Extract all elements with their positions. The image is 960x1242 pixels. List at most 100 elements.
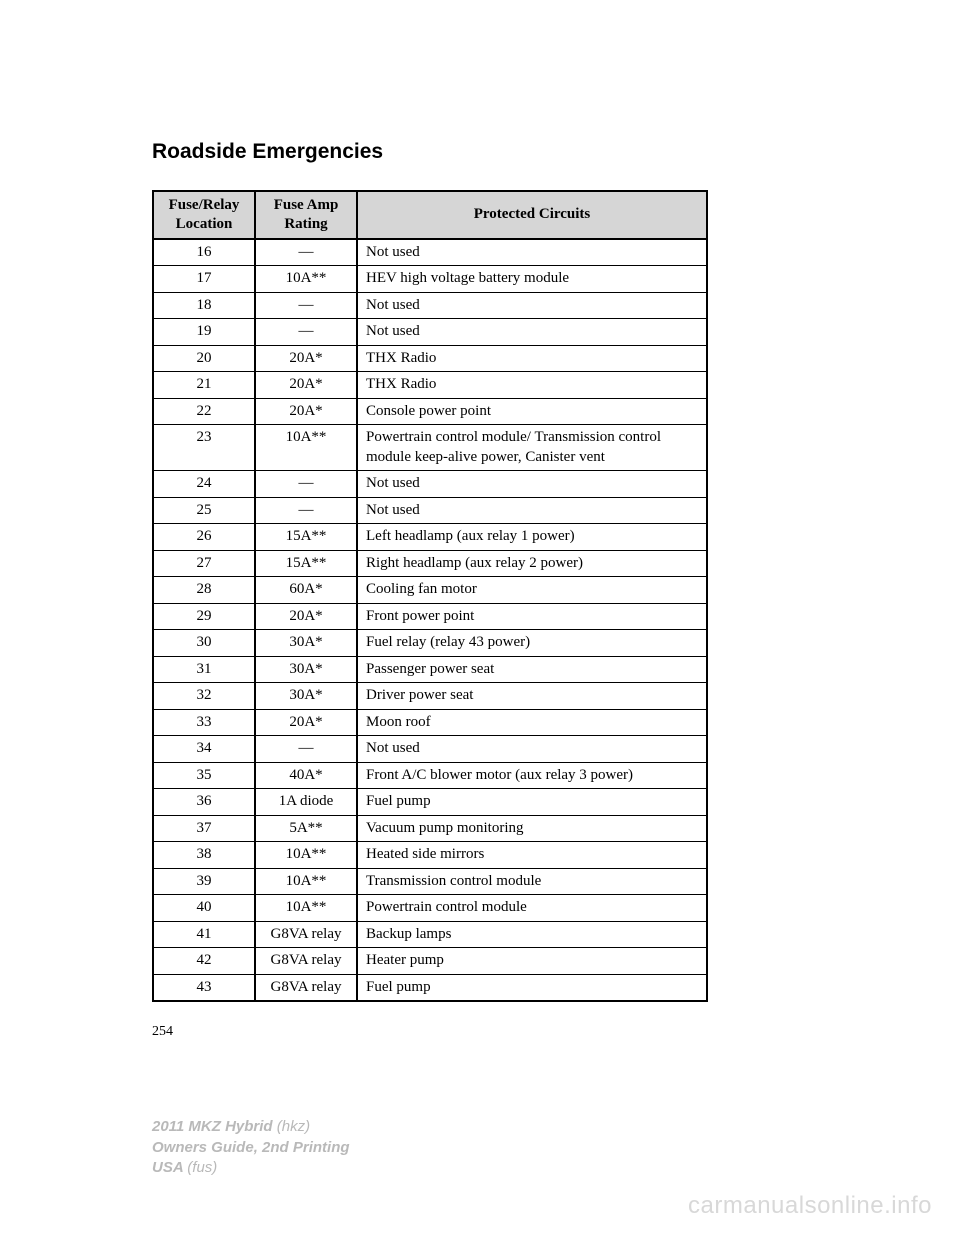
cell-description: Powertrain control module/ Transmission … <box>357 425 707 471</box>
watermark-text: carmanualsonline.info <box>688 1192 932 1220</box>
footer-block: 2011 MKZ Hybrid (hkz) Owners Guide, 2nd … <box>152 1117 350 1178</box>
cell-location: 21 <box>153 372 255 399</box>
cell-location: 38 <box>153 842 255 869</box>
footer-line-3: USA (fus) <box>152 1158 350 1178</box>
cell-amp: 20A* <box>255 345 357 372</box>
cell-description: Front A/C blower motor (aux relay 3 powe… <box>357 762 707 789</box>
table-row: 2715A**Right headlamp (aux relay 2 power… <box>153 550 707 577</box>
cell-amp: — <box>255 292 357 319</box>
table-row: 43G8VA relayFuel pump <box>153 974 707 1001</box>
fuse-table: Fuse/Relay Location Fuse Amp Rating Prot… <box>152 190 708 1002</box>
table-row: 2920A*Front power point <box>153 603 707 630</box>
table-row: 2860A*Cooling fan motor <box>153 577 707 604</box>
cell-description: Cooling fan motor <box>357 577 707 604</box>
cell-amp: 1A diode <box>255 789 357 816</box>
cell-description: Not used <box>357 319 707 346</box>
cell-description: Right headlamp (aux relay 2 power) <box>357 550 707 577</box>
cell-amp: 30A* <box>255 656 357 683</box>
cell-location: 35 <box>153 762 255 789</box>
cell-description: Transmission control module <box>357 868 707 895</box>
cell-description: HEV high voltage battery module <box>357 266 707 293</box>
table-row: 2020A*THX Radio <box>153 345 707 372</box>
cell-amp: 10A** <box>255 425 357 471</box>
cell-description: Heated side mirrors <box>357 842 707 869</box>
cell-description: Moon roof <box>357 709 707 736</box>
table-row: 3320A*Moon roof <box>153 709 707 736</box>
table-row: 2220A*Console power point <box>153 398 707 425</box>
cell-amp: 10A** <box>255 895 357 922</box>
cell-description: Backup lamps <box>357 921 707 948</box>
cell-amp: 20A* <box>255 398 357 425</box>
cell-description: Fuel relay (relay 43 power) <box>357 630 707 657</box>
page-number: 254 <box>152 1024 820 1040</box>
table-row: 3130A*Passenger power seat <box>153 656 707 683</box>
table-row: 25—Not used <box>153 497 707 524</box>
cell-location: 42 <box>153 948 255 975</box>
cell-description: Console power point <box>357 398 707 425</box>
cell-amp: 20A* <box>255 603 357 630</box>
table-row: 1710A**HEV high voltage battery module <box>153 266 707 293</box>
col-header-amp: Fuse Amp Rating <box>255 191 357 239</box>
cell-location: 25 <box>153 497 255 524</box>
cell-location: 39 <box>153 868 255 895</box>
table-row: 3540A*Front A/C blower motor (aux relay … <box>153 762 707 789</box>
table-row: 361A diodeFuel pump <box>153 789 707 816</box>
cell-amp: — <box>255 736 357 763</box>
cell-location: 33 <box>153 709 255 736</box>
page-content: Roadside Emergencies Fuse/Relay Location… <box>152 140 820 1040</box>
cell-location: 37 <box>153 815 255 842</box>
cell-amp: 15A** <box>255 524 357 551</box>
table-row: 3030A*Fuel relay (relay 43 power) <box>153 630 707 657</box>
cell-amp: — <box>255 239 357 266</box>
cell-location: 32 <box>153 683 255 710</box>
cell-location: 27 <box>153 550 255 577</box>
cell-amp: 20A* <box>255 372 357 399</box>
cell-amp: 10A** <box>255 868 357 895</box>
cell-description: Driver power seat <box>357 683 707 710</box>
cell-description: Left headlamp (aux relay 1 power) <box>357 524 707 551</box>
cell-description: Passenger power seat <box>357 656 707 683</box>
cell-amp: 5A** <box>255 815 357 842</box>
cell-amp: G8VA relay <box>255 921 357 948</box>
cell-amp: — <box>255 497 357 524</box>
cell-description: Not used <box>357 736 707 763</box>
table-row: 3810A**Heated side mirrors <box>153 842 707 869</box>
cell-description: Front power point <box>357 603 707 630</box>
cell-description: Fuel pump <box>357 789 707 816</box>
table-row: 19—Not used <box>153 319 707 346</box>
table-row: 3230A*Driver power seat <box>153 683 707 710</box>
cell-location: 23 <box>153 425 255 471</box>
cell-description: Not used <box>357 497 707 524</box>
cell-location: 24 <box>153 471 255 498</box>
cell-description: Not used <box>357 239 707 266</box>
cell-description: Not used <box>357 471 707 498</box>
cell-location: 16 <box>153 239 255 266</box>
cell-location: 34 <box>153 736 255 763</box>
cell-description: Vacuum pump monitoring <box>357 815 707 842</box>
cell-location: 17 <box>153 266 255 293</box>
cell-amp: 60A* <box>255 577 357 604</box>
cell-amp: 20A* <box>255 709 357 736</box>
cell-amp: G8VA relay <box>255 974 357 1001</box>
cell-location: 41 <box>153 921 255 948</box>
col-header-location: Fuse/Relay Location <box>153 191 255 239</box>
cell-location: 40 <box>153 895 255 922</box>
cell-amp: 10A** <box>255 842 357 869</box>
footer-line-2: Owners Guide, 2nd Printing <box>152 1138 350 1158</box>
table-row: 2615A**Left headlamp (aux relay 1 power) <box>153 524 707 551</box>
table-row: 3910A**Transmission control module <box>153 868 707 895</box>
table-row: 42G8VA relayHeater pump <box>153 948 707 975</box>
cell-description: Powertrain control module <box>357 895 707 922</box>
cell-amp: 30A* <box>255 683 357 710</box>
cell-location: 29 <box>153 603 255 630</box>
table-row: 41G8VA relayBackup lamps <box>153 921 707 948</box>
table-row: 16—Not used <box>153 239 707 266</box>
col-header-circuits: Protected Circuits <box>357 191 707 239</box>
cell-amp: 15A** <box>255 550 357 577</box>
footer-line-1: 2011 MKZ Hybrid (hkz) <box>152 1117 350 1137</box>
table-row: 34—Not used <box>153 736 707 763</box>
cell-amp: — <box>255 471 357 498</box>
cell-location: 31 <box>153 656 255 683</box>
cell-description: Not used <box>357 292 707 319</box>
cell-amp: 30A* <box>255 630 357 657</box>
